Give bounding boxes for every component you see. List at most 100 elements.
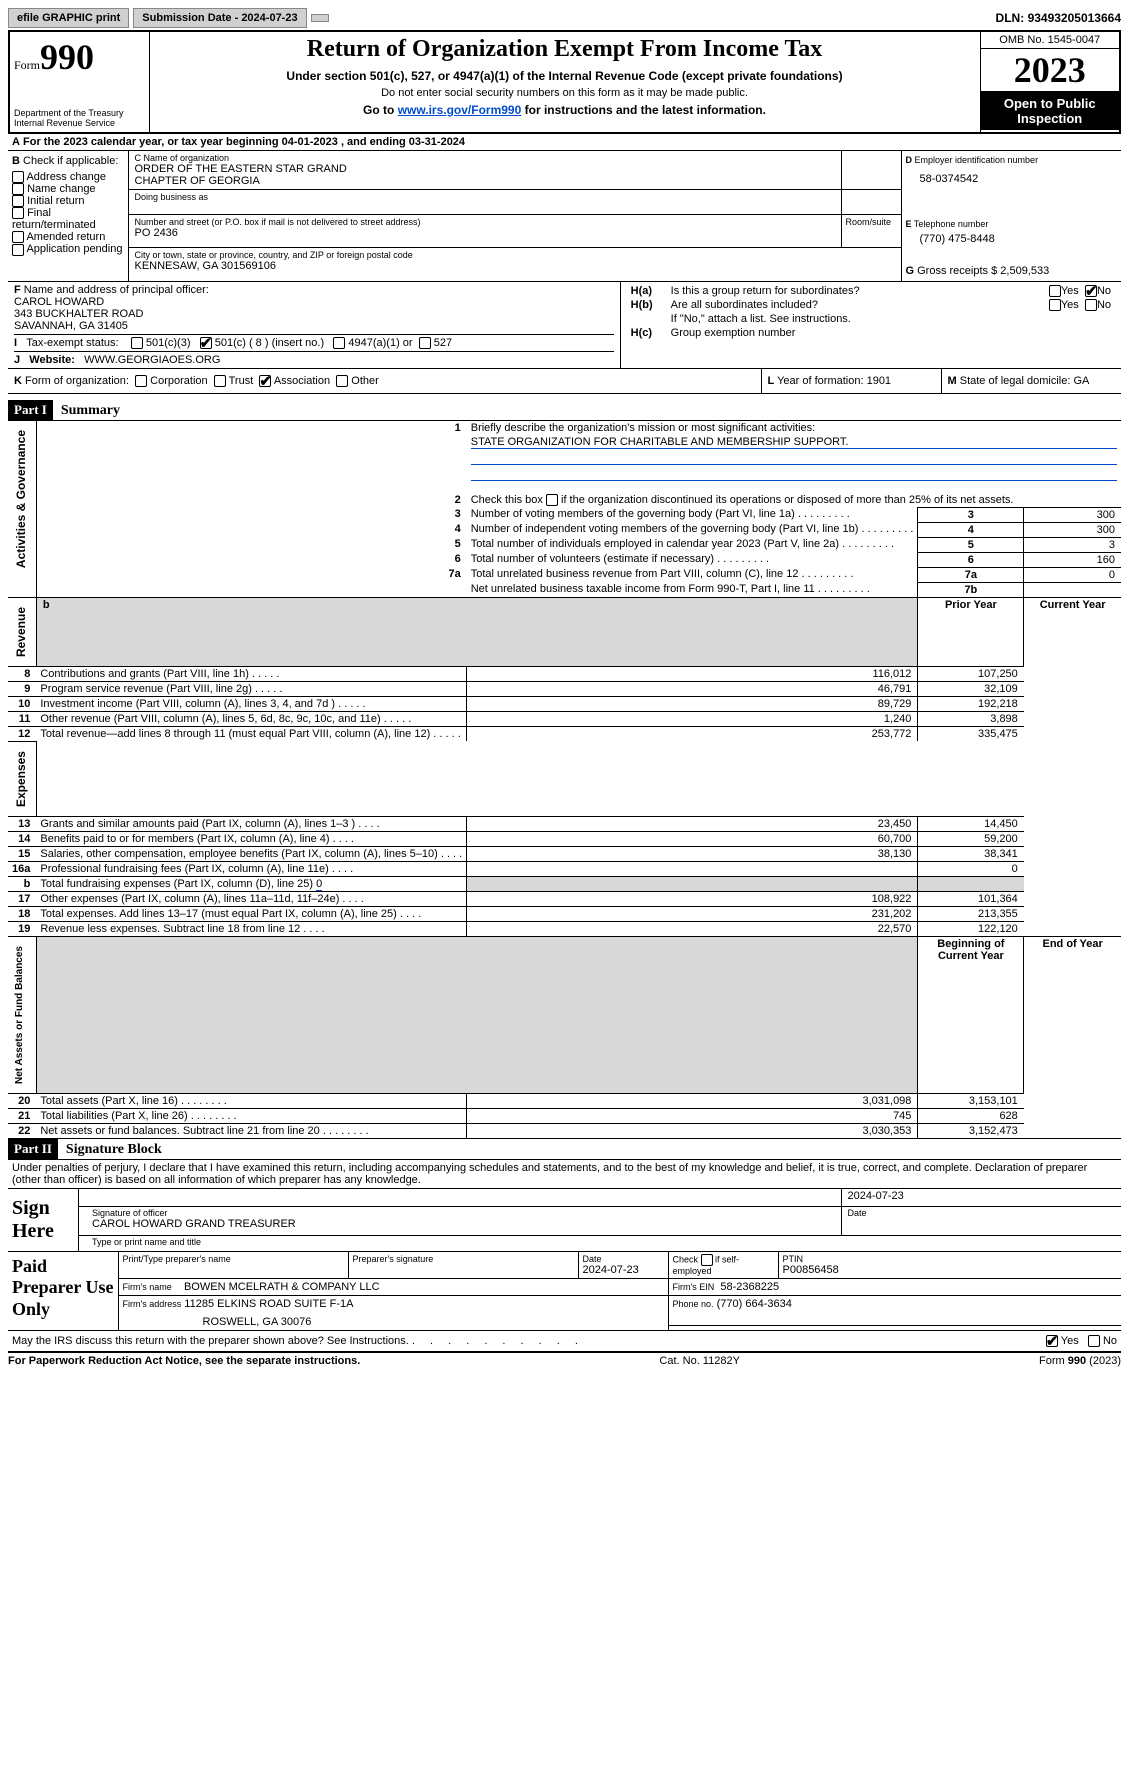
gov-line-value	[1024, 582, 1121, 597]
section-f: F Name and address of principal officer:	[14, 284, 614, 296]
firm-addr2: ROSWELL, GA 30076	[203, 1316, 664, 1328]
exp-prior: 231,202	[467, 906, 918, 921]
check-self-employed[interactable]	[701, 1254, 713, 1266]
check-amended[interactable]	[12, 231, 24, 243]
discuss-no[interactable]	[1088, 1335, 1100, 1347]
exp-current: 122,120	[918, 921, 1024, 936]
self-employed: Check if self-employed	[668, 1252, 778, 1279]
section-governance: Activities & Governance	[12, 422, 30, 576]
net-end: 3,153,101	[918, 1093, 1024, 1108]
exp-line-text: Grants and similar amounts paid (Part IX…	[36, 816, 466, 831]
section-revenue: Revenue	[12, 599, 30, 665]
hb-no[interactable]	[1085, 299, 1097, 311]
subtitle-1: Under section 501(c), 527, or 4947(a)(1)…	[158, 69, 972, 83]
check-final-return[interactable]	[12, 207, 24, 219]
check-527[interactable]	[419, 337, 431, 349]
exp-line-text: Benefits paid to or for members (Part IX…	[36, 831, 466, 846]
check-corp[interactable]	[135, 375, 147, 387]
ptin-label: PTIN	[783, 1254, 1118, 1264]
check-trust[interactable]	[214, 375, 226, 387]
blank-button	[311, 14, 329, 22]
subtitle-2: Do not enter social security numbers on …	[158, 87, 972, 99]
irs-link[interactable]: www.irs.gov/Form990	[398, 103, 522, 117]
sig-date-top: 2024-07-23	[841, 1189, 1121, 1206]
exp-prior: 38,130	[467, 846, 918, 861]
k-l-m-block: K Form of organization: Corporation Trus…	[8, 369, 1121, 394]
net-end: 628	[918, 1108, 1024, 1123]
ha-text: Is this a group return for subordinates?	[667, 284, 998, 298]
rev-prior: 1,240	[467, 711, 918, 726]
officer-addr2: SAVANNAH, GA 31405	[14, 320, 614, 332]
ha-no[interactable]	[1085, 285, 1097, 297]
gov-line-value: 3	[1024, 537, 1121, 552]
col-begin: Beginning of Current Year	[918, 936, 1024, 1093]
net-begin: 3,031,098	[467, 1093, 918, 1108]
check-501c3[interactable]	[131, 337, 143, 349]
check-address-change[interactable]	[12, 171, 24, 183]
subtitle-3: Go to www.irs.gov/Form990 for instructio…	[158, 103, 972, 117]
section-m: M State of legal domicile: GA	[941, 369, 1121, 394]
exp-line-text: Revenue less expenses. Subtract line 18 …	[36, 921, 466, 936]
tax-year: 2023	[981, 49, 1120, 92]
phone-label: E Telephone number	[906, 219, 1118, 229]
hc-text: Group exemption number	[667, 326, 1115, 340]
f-h-block: F Name and address of principal officer:…	[8, 282, 1121, 369]
line1-text: Briefly describe the organization's miss…	[467, 420, 1121, 435]
rev-line-text: Other revenue (Part VIII, column (A), li…	[36, 711, 466, 726]
check-discontinued[interactable]	[546, 494, 558, 506]
exp-prior: 23,450	[467, 816, 918, 831]
check-app-pending[interactable]	[12, 244, 24, 256]
exp-current: 0	[918, 861, 1024, 876]
entity-info-block: B Check if applicable: Address change Na…	[8, 151, 1121, 282]
exp-current: 213,355	[918, 906, 1024, 921]
prep-date-label: Date	[583, 1254, 664, 1264]
rev-current: 192,218	[918, 696, 1024, 711]
net-end: 3,152,473	[918, 1123, 1024, 1138]
col-prior: Prior Year	[918, 597, 1024, 666]
rev-prior: 89,729	[467, 696, 918, 711]
form-header: Form990 Department of the Treasury Inter…	[8, 30, 1121, 134]
rev-current: 107,250	[918, 666, 1024, 681]
exp-line-text: Total fundraising expenses (Part IX, col…	[36, 876, 466, 891]
check-name-change[interactable]	[12, 183, 24, 195]
exp-prior: 22,570	[467, 921, 918, 936]
rev-current: 32,109	[918, 681, 1024, 696]
hb-yes[interactable]	[1049, 299, 1061, 311]
net-begin: 3,030,353	[467, 1123, 918, 1138]
discuss-row: May the IRS discuss this return with the…	[8, 1331, 1121, 1352]
gov-line-value: 300	[1024, 522, 1121, 537]
line-a: A For the 2023 calendar year, or tax yea…	[8, 134, 1121, 151]
org-name-2: CHAPTER OF GEORGIA	[135, 175, 835, 187]
check-4947[interactable]	[333, 337, 345, 349]
sig-officer-label: Signature of officer	[92, 1208, 837, 1218]
rev-line-text: Program service revenue (Part VIII, line…	[36, 681, 466, 696]
firm-ein: 58-2368225	[720, 1281, 779, 1293]
discuss-yes[interactable]	[1046, 1335, 1058, 1347]
exp-line-text: Other expenses (Part IX, column (A), lin…	[36, 891, 466, 906]
check-initial-return[interactable]	[12, 195, 24, 207]
part1-header: Part ISummary	[8, 400, 1121, 420]
hb-label: H(b)	[631, 299, 653, 311]
gross-receipts: G Gross receipts $ 2,509,533	[906, 265, 1118, 277]
rev-line-text: Investment income (Part VIII, column (A)…	[36, 696, 466, 711]
top-bar: efile GRAPHIC print Submission Date - 20…	[8, 8, 1121, 28]
gov-line-value: 300	[1024, 507, 1121, 522]
section-i: I Tax-exempt status: 501(c)(3) 501(c) ( …	[14, 334, 614, 349]
date-label: Date	[848, 1208, 1118, 1218]
efile-button[interactable]: efile GRAPHIC print	[8, 8, 129, 28]
ha-label: H(a)	[631, 285, 652, 297]
net-line-text: Total liabilities (Part X, line 26) . . …	[36, 1108, 466, 1123]
rev-line-text: Contributions and grants (Part VIII, lin…	[36, 666, 466, 681]
gov-line-text: Number of voting members of the governin…	[467, 507, 918, 522]
section-expenses: Expenses	[12, 743, 30, 815]
check-501c[interactable]	[200, 337, 212, 349]
ha-yes[interactable]	[1049, 285, 1061, 297]
check-other[interactable]	[336, 375, 348, 387]
check-assoc[interactable]	[259, 375, 271, 387]
mission-text: STATE ORGANIZATION FOR CHARITABLE AND ME…	[471, 436, 1117, 449]
hb-note: If "No," attach a list. See instructions…	[667, 312, 1115, 326]
col-end: End of Year	[1024, 936, 1121, 1093]
ein-label: D Employer identification number	[906, 155, 1118, 165]
exp-prior: 60,700	[467, 831, 918, 846]
phone-value: (770) 475-8448	[920, 233, 1118, 245]
